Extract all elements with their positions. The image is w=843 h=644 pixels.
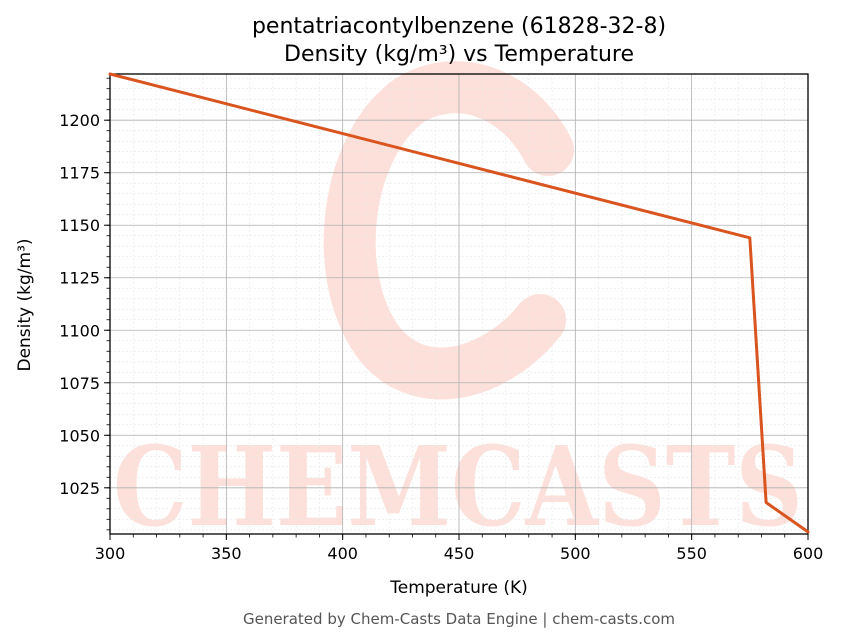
y-tick-label: 1125 — [59, 269, 100, 288]
x-tick-label: 400 — [327, 544, 358, 563]
series-line-0 — [108, 72, 810, 534]
x-tick-label: 600 — [793, 544, 824, 563]
watermark-text: CHEMCASTS — [113, 422, 803, 551]
y-axis-label: Density (kg/m³) — [15, 238, 35, 371]
x-tick-label: 550 — [676, 544, 707, 563]
axis-ticks — [104, 77, 809, 540]
x-axis-label: Temperature (K) — [389, 578, 528, 598]
watermark-logo-c — [323, 61, 574, 400]
y-tick-labels: 1025 1050 1075 1100 1125 1150 1175 1200 — [59, 111, 100, 498]
x-tick-labels: 300 350 400 450 500 550 600 — [95, 544, 824, 563]
chart-title-line1: pentatriacontylbenzene (61828-32-8) — [252, 14, 666, 39]
x-tick-label: 450 — [444, 544, 475, 563]
footer-credit: Generated by Chem-Casts Data Engine | ch… — [243, 610, 675, 628]
y-tick-label: 1075 — [59, 374, 100, 393]
y-tick-label: 1175 — [59, 164, 100, 183]
y-tick-label: 1150 — [59, 216, 100, 235]
chart-title-line2: Density (kg/m³) vs Temperature — [284, 42, 634, 67]
x-tick-label: 500 — [560, 544, 591, 563]
y-tick-label: 1025 — [59, 479, 100, 498]
watermark: CHEMCASTS — [113, 61, 803, 551]
y-tick-label: 1050 — [59, 426, 100, 445]
x-tick-label: 300 — [95, 544, 126, 563]
y-tick-label: 1100 — [59, 321, 100, 340]
x-tick-label: 350 — [211, 544, 242, 563]
y-tick-label: 1200 — [59, 111, 100, 130]
series-layer — [108, 72, 810, 534]
